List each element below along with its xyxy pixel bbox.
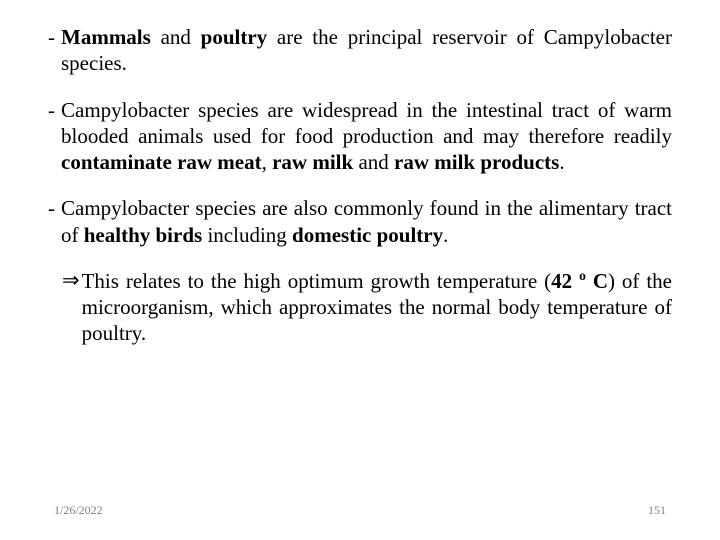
slide: - Mammals and poultry are the principal …	[0, 0, 720, 540]
bullet-text: Mammals and poultry are the principal re…	[61, 24, 672, 77]
slide-content: - Mammals and poultry are the principal …	[48, 24, 672, 503]
bullet-item: - Mammals and poultry are the principal …	[48, 24, 672, 77]
bullet-marker: -	[48, 24, 55, 77]
bullet-item: - Campylobacter species are also commonl…	[48, 195, 672, 248]
footer-date: 1/26/2022	[54, 503, 103, 518]
bullet-text: Campylobacter species are also commonly …	[61, 195, 672, 248]
arrow-bullet-item: ⇒ This relates to the high optimum growt…	[48, 268, 672, 347]
bullet-item: - Campylobacter species are widespread i…	[48, 97, 672, 176]
bullet-text: Campylobacter species are widespread in …	[61, 97, 672, 176]
slide-footer: 1/26/2022 151	[48, 503, 672, 520]
footer-page-number: 151	[648, 503, 666, 518]
arrow-icon: ⇒	[62, 268, 80, 347]
arrow-bullet-text: This relates to the high optimum growth …	[82, 268, 672, 347]
bullet-marker: -	[48, 195, 55, 248]
bullet-marker: -	[48, 97, 55, 176]
